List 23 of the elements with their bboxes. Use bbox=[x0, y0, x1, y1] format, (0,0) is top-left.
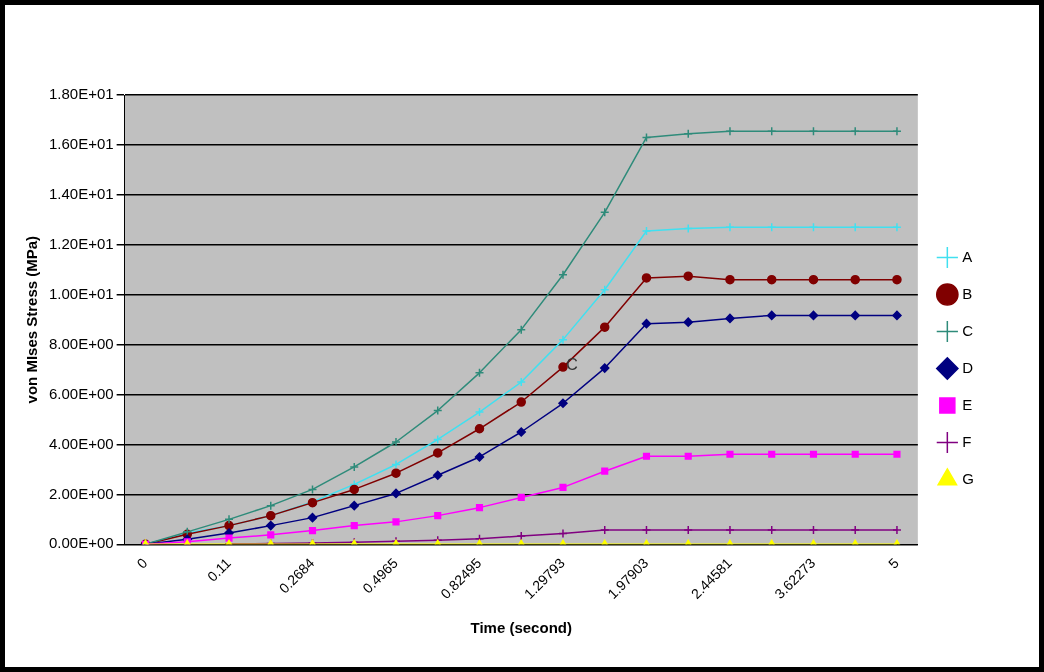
x-tick-label: 5 bbox=[884, 554, 902, 572]
legend-label: D bbox=[962, 358, 974, 376]
y-tick-label: 1.60E+01 bbox=[48, 135, 114, 153]
legend-label: B bbox=[962, 284, 973, 302]
y-tick-label: 6.00E+00 bbox=[48, 384, 114, 402]
y-tick-label: 2.00E+00 bbox=[48, 484, 114, 502]
x-axis-title: Time (second) bbox=[470, 619, 572, 637]
y-tick-label: 1.80E+01 bbox=[48, 85, 114, 103]
legend-label: C bbox=[962, 321, 974, 339]
legend-label: A bbox=[962, 247, 973, 265]
y-tick-label: 1.40E+01 bbox=[48, 184, 114, 202]
y-tick-label: 1.00E+01 bbox=[48, 284, 114, 302]
legend-label: E bbox=[962, 395, 973, 413]
x-tick-label: 0 bbox=[133, 554, 151, 572]
annotation: C bbox=[566, 356, 578, 373]
y-tick-label: 8.00E+00 bbox=[48, 334, 114, 352]
y-tick-label: 1.20E+01 bbox=[48, 234, 114, 252]
y-axis-title: von MIses Stress (MPa) bbox=[23, 235, 41, 404]
y-tick-label: 4.00E+00 bbox=[48, 434, 114, 452]
legend-label: G bbox=[962, 469, 974, 487]
x-tick-label: 0.11 bbox=[204, 554, 235, 585]
legend-label: F bbox=[962, 432, 972, 450]
y-tick-label: 0.00E+00 bbox=[48, 534, 114, 552]
